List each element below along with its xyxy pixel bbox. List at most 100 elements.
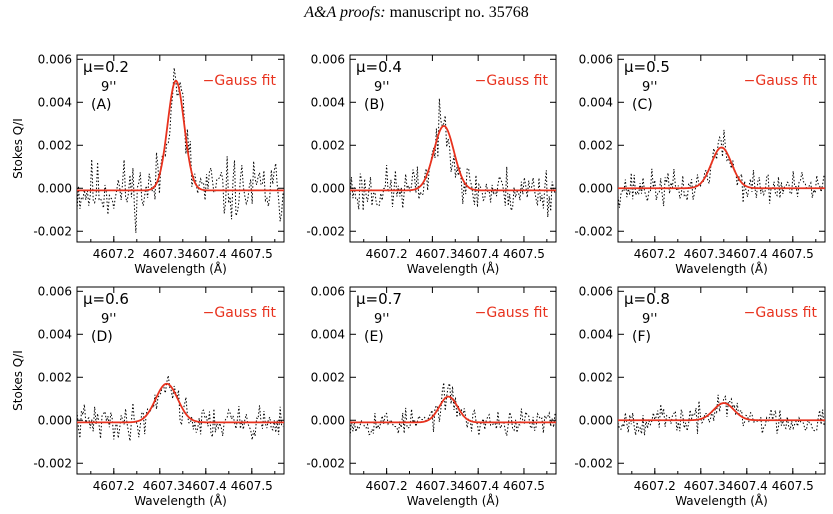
legend-gauss-fit: −Gauss fit [744, 73, 818, 89]
y-tick-label: 0.002 [38, 370, 72, 384]
y-tick-label: 0.002 [311, 370, 345, 384]
mu-label: μ=0.6 [83, 290, 129, 308]
mu-label: μ=0.4 [356, 58, 402, 76]
x-tick-label: 4607.4 [726, 247, 768, 261]
panel-label: (D) [91, 329, 113, 345]
x-tick-label: 4607.5 [503, 479, 545, 493]
x-tick-label: 4607.5 [503, 247, 545, 261]
panel-label: (A) [91, 97, 112, 113]
manuscript-number: manuscript no. 35768 [389, 4, 529, 21]
y-tick-label: 0.004 [311, 327, 345, 341]
x-tick-label: 4607.5 [231, 247, 273, 261]
x-axis-label: Wavelength (Å) [134, 493, 227, 508]
plot-frame [76, 286, 285, 475]
arcsec-label: 9'' [374, 80, 389, 95]
x-tick-label: 4607.4 [185, 247, 227, 261]
panel-label: (B) [364, 97, 385, 113]
x-tick-label: 4607.4 [457, 247, 499, 261]
y-tick-label: -0.002 [574, 224, 613, 238]
legend-gauss-fit: −Gauss fit [475, 305, 549, 321]
running-header: A&A proofs: manuscript no. 35768 [0, 4, 833, 22]
x-tick-label: 4607.3 [143, 479, 185, 493]
plot-frame [76, 54, 285, 243]
observed-profile [349, 98, 556, 218]
x-tick-label: 4607.4 [185, 479, 227, 493]
legend-gauss-fit: −Gauss fit [475, 73, 549, 89]
x-tick-label: 4607.4 [726, 479, 768, 493]
y-tick-label: 0.000 [311, 181, 345, 195]
y-tick-label: -0.002 [33, 456, 72, 470]
x-tick-label: 4607.5 [772, 479, 814, 493]
x-tick-label: 4607.2 [366, 479, 408, 493]
x-tick-label: 4607.3 [415, 247, 457, 261]
x-axis-label: Wavelength (Å) [675, 261, 768, 276]
legend-gauss-fit: −Gauss fit [203, 73, 277, 89]
y-tick-label: 0.004 [38, 95, 72, 109]
y-tick-label: 0.002 [579, 138, 613, 152]
arcsec-label: 9'' [101, 80, 116, 95]
y-tick-label: 0.006 [311, 52, 345, 66]
y-tick-label: 0.006 [579, 284, 613, 298]
x-tick-label: 4607.2 [93, 479, 135, 493]
journal-name: A&A proofs: [304, 4, 386, 21]
y-tick-label: 0.000 [38, 181, 72, 195]
y-tick-label: 0.002 [311, 138, 345, 152]
mu-label: μ=0.2 [83, 58, 129, 76]
plot-frame [349, 54, 557, 243]
x-tick-label: 4607.3 [684, 247, 726, 261]
y-tick-label: -0.002 [306, 456, 345, 470]
x-tick-label: 4607.2 [634, 247, 676, 261]
x-tick-label: 4607.4 [457, 479, 499, 493]
y-tick-label: 0.004 [579, 95, 613, 109]
y-tick-label: 0.000 [38, 413, 72, 427]
arcsec-label: 9'' [101, 312, 116, 327]
x-tick-label: 4607.3 [415, 479, 457, 493]
panel-label: (F) [632, 329, 651, 345]
legend-gauss-fit: −Gauss fit [203, 305, 277, 321]
mu-label: μ=0.8 [624, 290, 670, 308]
gauss-fit-line [350, 125, 556, 192]
y-tick-label: -0.002 [574, 456, 613, 470]
y-tick-label: 0.006 [579, 52, 613, 66]
mu-label: μ=0.7 [356, 290, 402, 308]
plot-frame [617, 286, 826, 475]
observed-profile [617, 394, 825, 436]
panel-label: (C) [632, 97, 653, 113]
x-axis-label: Wavelength (Å) [675, 493, 768, 508]
legend-gauss-fit: −Gauss fit [744, 305, 818, 321]
x-tick-label: 4607.2 [366, 247, 408, 261]
x-tick-label: 4607.2 [93, 247, 135, 261]
y-tick-label: 0.006 [38, 284, 72, 298]
mu-label: μ=0.5 [624, 58, 670, 76]
y-tick-label: 0.000 [311, 413, 345, 427]
x-tick-label: 4607.3 [143, 247, 185, 261]
observed-profile [617, 129, 825, 208]
arcsec-label: 9'' [642, 80, 657, 95]
observed-profile [349, 382, 556, 437]
gauss-fit-line [77, 80, 284, 192]
gauss-fit-line [350, 395, 556, 424]
gauss-fit-line [77, 382, 284, 424]
observed-profile [76, 375, 284, 441]
x-tick-label: 4607.2 [634, 479, 676, 493]
y-tick-label: 0.002 [579, 370, 613, 384]
plot-frame [617, 54, 826, 243]
y-axis-label: Stokes Q/I [11, 118, 25, 179]
y-tick-label: 0.006 [311, 284, 345, 298]
y-tick-label: 0.004 [311, 95, 345, 109]
x-tick-label: 4607.3 [684, 479, 726, 493]
gauss-fit-line [618, 146, 825, 190]
plot-frame [349, 286, 557, 475]
x-axis-label: Wavelength (Å) [134, 261, 227, 276]
x-axis-label: Wavelength (Å) [407, 493, 500, 508]
y-tick-label: -0.002 [306, 224, 345, 238]
arcsec-label: 9'' [642, 312, 657, 327]
y-tick-label: 0.002 [38, 138, 72, 152]
